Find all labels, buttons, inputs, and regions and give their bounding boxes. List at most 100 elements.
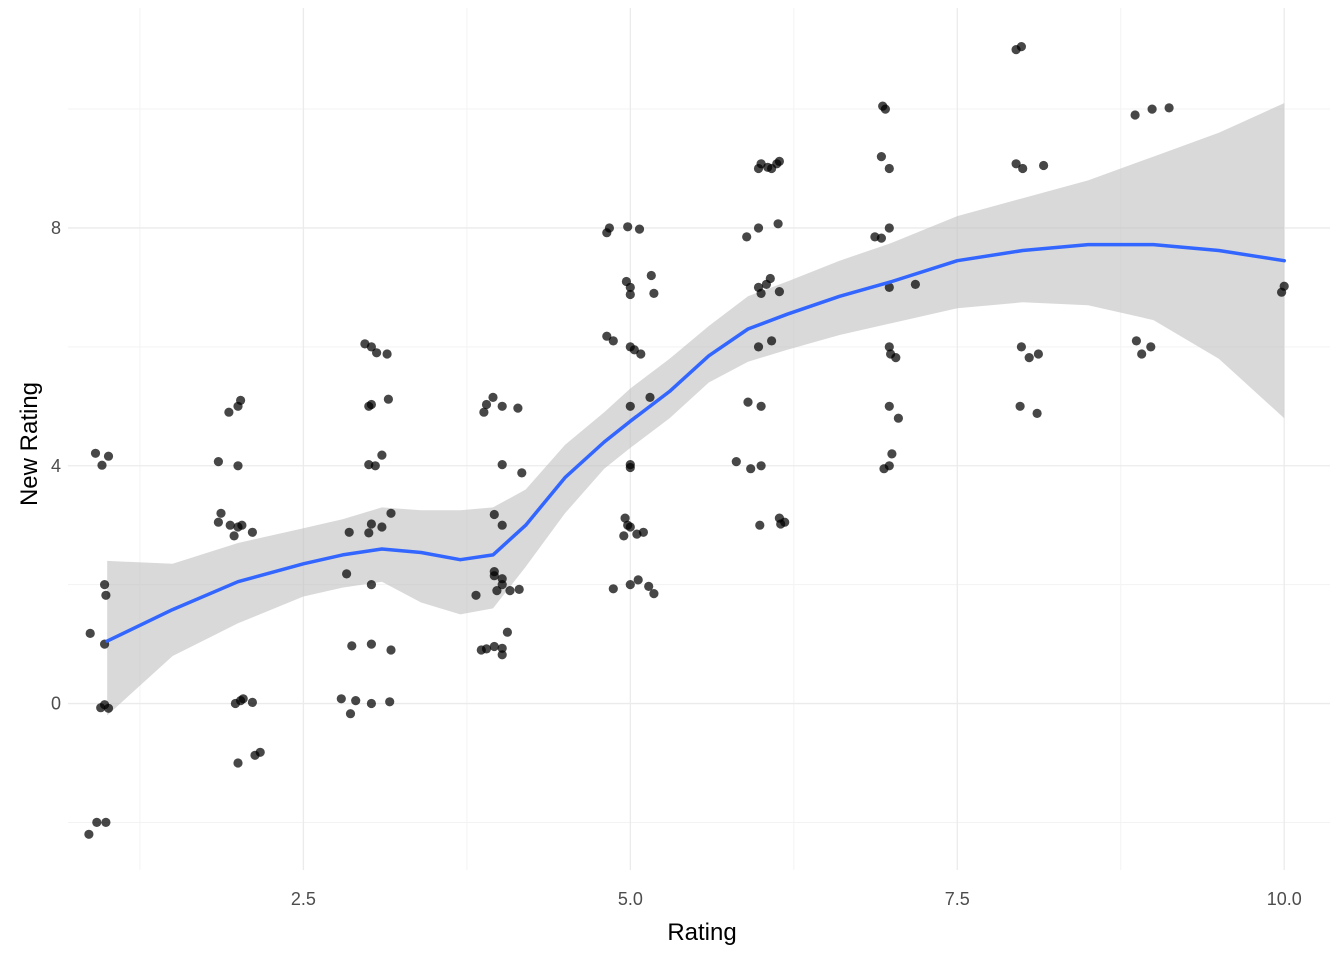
data-point	[608, 584, 618, 594]
data-point	[776, 519, 786, 529]
data-point	[366, 698, 376, 709]
data-point	[513, 403, 523, 413]
data-point	[103, 703, 114, 713]
data-point	[101, 817, 111, 828]
data-point	[505, 586, 515, 596]
y-tick-label: 8	[51, 218, 61, 238]
data-point	[619, 531, 629, 541]
y-tick-labels: 0 4 8	[51, 218, 61, 714]
data-point	[481, 644, 492, 654]
data-point	[92, 817, 102, 828]
data-point	[229, 531, 239, 541]
data-point	[366, 399, 376, 410]
data-point	[629, 345, 639, 355]
x-tick-label: 2.5	[291, 889, 316, 909]
data-point	[774, 156, 785, 166]
data-point	[489, 641, 499, 652]
x-tick-label: 7.5	[945, 889, 970, 909]
data-point	[625, 462, 635, 473]
data-point	[1033, 349, 1043, 359]
data-point	[649, 288, 659, 298]
data-point	[233, 758, 243, 768]
data-point	[646, 270, 656, 281]
data-point	[103, 451, 114, 461]
data-point	[1011, 159, 1021, 169]
data-point	[85, 628, 95, 639]
data-point	[238, 694, 248, 704]
data-point	[497, 401, 507, 411]
data-point	[633, 575, 643, 585]
data-point	[216, 508, 226, 518]
data-point	[90, 448, 101, 458]
data-point	[366, 519, 376, 529]
data-point	[481, 399, 492, 410]
data-point	[213, 517, 223, 527]
data-point	[620, 513, 630, 523]
data-point	[236, 395, 246, 405]
data-point	[645, 392, 655, 402]
data-point	[492, 586, 502, 596]
data-point	[638, 527, 649, 537]
data-point	[502, 627, 512, 637]
data-point	[756, 401, 766, 411]
y-tick-label: 0	[51, 694, 61, 714]
data-point	[625, 289, 635, 300]
data-point	[1015, 401, 1025, 411]
data-point	[489, 509, 499, 520]
data-point	[767, 336, 777, 346]
confidence-band	[107, 103, 1285, 716]
data-point	[497, 643, 507, 653]
data-point	[1137, 349, 1147, 359]
x-tick-labels: 2.5 5.0 7.5 10.0	[291, 889, 1302, 909]
data-point	[884, 342, 894, 352]
data-point	[910, 279, 921, 289]
data-point	[382, 349, 392, 359]
data-point	[488, 392, 498, 402]
data-point	[1016, 42, 1026, 52]
data-point	[366, 639, 376, 649]
data-point	[880, 104, 891, 114]
data-point	[237, 520, 247, 530]
data-point	[213, 457, 223, 467]
data-point	[1032, 408, 1042, 418]
data-point	[517, 468, 527, 478]
data-point	[608, 336, 618, 346]
data-point	[247, 697, 257, 708]
data-point	[97, 460, 107, 470]
data-point	[84, 829, 94, 839]
data-point	[1039, 160, 1049, 171]
data-point	[746, 464, 756, 474]
data-point	[636, 349, 646, 359]
data-point	[497, 650, 507, 660]
data-point	[774, 287, 785, 297]
data-point	[347, 641, 357, 651]
data-point	[876, 152, 887, 162]
data-point	[742, 232, 752, 242]
data-point	[1016, 342, 1026, 352]
data-point	[625, 580, 635, 590]
data-point	[876, 233, 887, 243]
data-point	[233, 461, 243, 471]
data-point	[377, 522, 387, 532]
data-point	[366, 580, 376, 590]
y-tick-label: 4	[51, 456, 61, 476]
data-point	[756, 288, 766, 298]
minor-gridlines	[68, 8, 1330, 870]
data-point	[224, 407, 234, 417]
data-point	[625, 282, 635, 292]
data-point	[731, 457, 741, 467]
data-point	[644, 581, 654, 592]
data-point	[471, 590, 481, 600]
data-point	[602, 331, 612, 341]
data-point	[1146, 342, 1156, 352]
data-point	[884, 282, 894, 292]
data-point	[385, 697, 395, 707]
data-point	[625, 401, 635, 411]
data-point	[345, 709, 356, 719]
data-point	[489, 571, 499, 581]
data-point	[604, 223, 615, 233]
data-point	[225, 520, 235, 530]
data-point	[247, 527, 257, 537]
data-point	[336, 694, 346, 704]
data-point	[1018, 163, 1028, 174]
